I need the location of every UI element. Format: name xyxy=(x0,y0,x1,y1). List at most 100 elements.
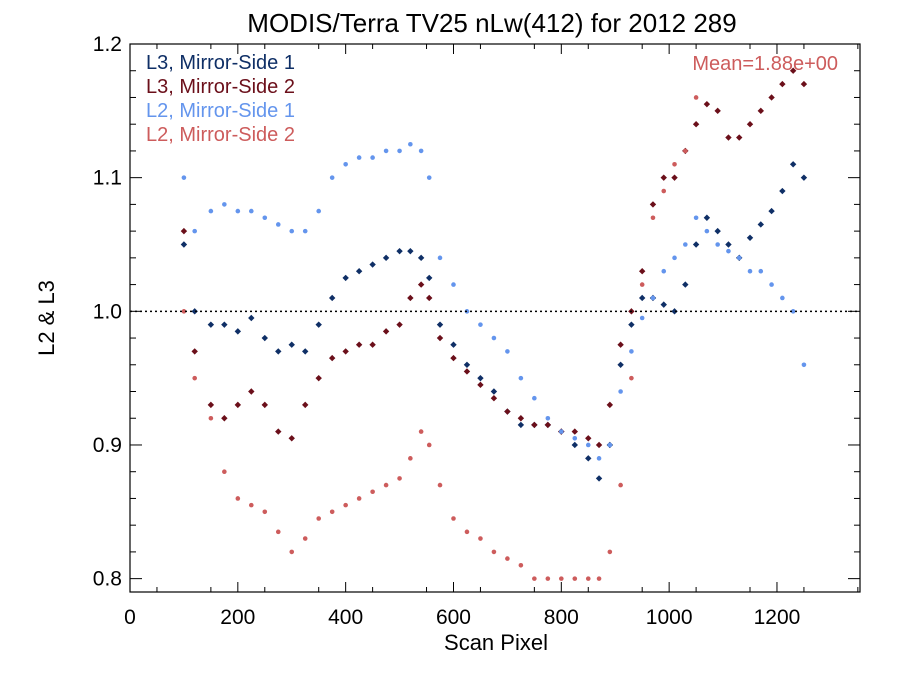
data-point xyxy=(559,429,564,434)
y-tick-label: 0.8 xyxy=(93,568,122,591)
data-point xyxy=(221,415,228,422)
data-point xyxy=(418,148,424,154)
data-point xyxy=(383,148,389,154)
data-point xyxy=(369,261,376,268)
data-point xyxy=(407,247,414,255)
data-point xyxy=(638,268,646,275)
data-point xyxy=(517,415,525,422)
data-point xyxy=(692,120,700,128)
data-point xyxy=(417,281,425,288)
data-point xyxy=(639,315,645,321)
data-point xyxy=(464,529,470,535)
data-point xyxy=(437,255,443,261)
data-point xyxy=(789,67,797,74)
data-point xyxy=(382,254,390,262)
data-point xyxy=(426,274,433,282)
data-point xyxy=(660,301,667,308)
data-point xyxy=(780,295,785,301)
data-point xyxy=(747,268,753,274)
y-tick-label: 0.9 xyxy=(93,434,122,457)
data-point xyxy=(235,208,241,214)
data-point xyxy=(407,294,414,302)
data-point xyxy=(769,282,774,287)
x-tick-label: 600 xyxy=(436,606,471,629)
data-point xyxy=(180,227,188,235)
data-point xyxy=(329,175,335,180)
data-point xyxy=(382,328,390,335)
data-point xyxy=(607,442,613,448)
data-point xyxy=(408,141,413,147)
data-point xyxy=(768,207,775,215)
data-point xyxy=(585,435,592,442)
data-point xyxy=(639,282,645,287)
data-point xyxy=(436,321,444,328)
data-point xyxy=(302,401,309,409)
x-tick-label: 1000 xyxy=(646,606,693,629)
data-point xyxy=(275,348,282,355)
data-point xyxy=(289,549,295,555)
data-point xyxy=(302,228,308,234)
data-point xyxy=(191,308,198,315)
data-point xyxy=(450,341,457,348)
data-point xyxy=(191,348,198,355)
data-point xyxy=(532,395,537,401)
data-point xyxy=(208,415,214,421)
x-axis-label: Scan Pixel xyxy=(444,630,548,655)
data-point xyxy=(477,374,484,382)
data-point xyxy=(491,335,497,341)
data-point xyxy=(235,496,241,501)
data-point xyxy=(704,228,710,234)
data-point xyxy=(801,362,807,368)
mean-annotation: Mean=1.88e+00 xyxy=(692,53,838,75)
data-point xyxy=(328,294,336,302)
data-point xyxy=(693,95,699,100)
data-point xyxy=(800,80,808,88)
data-points xyxy=(180,67,808,581)
x-tick-label: 800 xyxy=(544,606,579,629)
data-point xyxy=(671,174,678,181)
data-point xyxy=(672,255,677,261)
data-point xyxy=(629,349,634,354)
data-point xyxy=(789,161,797,168)
data-point xyxy=(222,469,227,475)
data-point xyxy=(800,174,808,181)
data-point xyxy=(650,215,656,221)
data-point xyxy=(768,94,775,101)
data-point xyxy=(491,549,497,555)
data-point xyxy=(234,401,242,409)
data-point xyxy=(261,334,268,342)
data-point xyxy=(692,241,700,248)
y-axis-label: L2 & L3 xyxy=(34,280,59,356)
x-tick-label: 1200 xyxy=(754,606,801,629)
data-point xyxy=(746,120,754,128)
series-3 xyxy=(181,141,807,461)
data-point xyxy=(714,107,721,115)
data-point xyxy=(726,248,731,254)
legend: L3, Mirror-Side 1L3, Mirror-Side 2L2, Mi… xyxy=(146,52,295,146)
data-point xyxy=(355,341,363,348)
data-point xyxy=(779,187,786,195)
data-point xyxy=(585,576,591,581)
data-point xyxy=(370,489,375,495)
data-point xyxy=(703,214,711,221)
data-point xyxy=(544,421,552,429)
data-point xyxy=(356,496,362,501)
data-point xyxy=(504,408,511,415)
data-point xyxy=(660,174,667,181)
data-point xyxy=(397,476,402,481)
data-point xyxy=(638,294,646,302)
data-point xyxy=(682,281,689,288)
data-point xyxy=(545,415,551,421)
data-point xyxy=(329,509,335,515)
data-point xyxy=(316,208,322,214)
data-point xyxy=(436,334,444,342)
data-point xyxy=(736,134,743,141)
data-point xyxy=(275,529,281,535)
data-point xyxy=(572,576,578,581)
series-4 xyxy=(181,95,699,581)
data-point xyxy=(725,241,732,248)
data-point xyxy=(572,435,578,441)
data-point xyxy=(661,268,667,274)
data-point xyxy=(661,188,667,194)
